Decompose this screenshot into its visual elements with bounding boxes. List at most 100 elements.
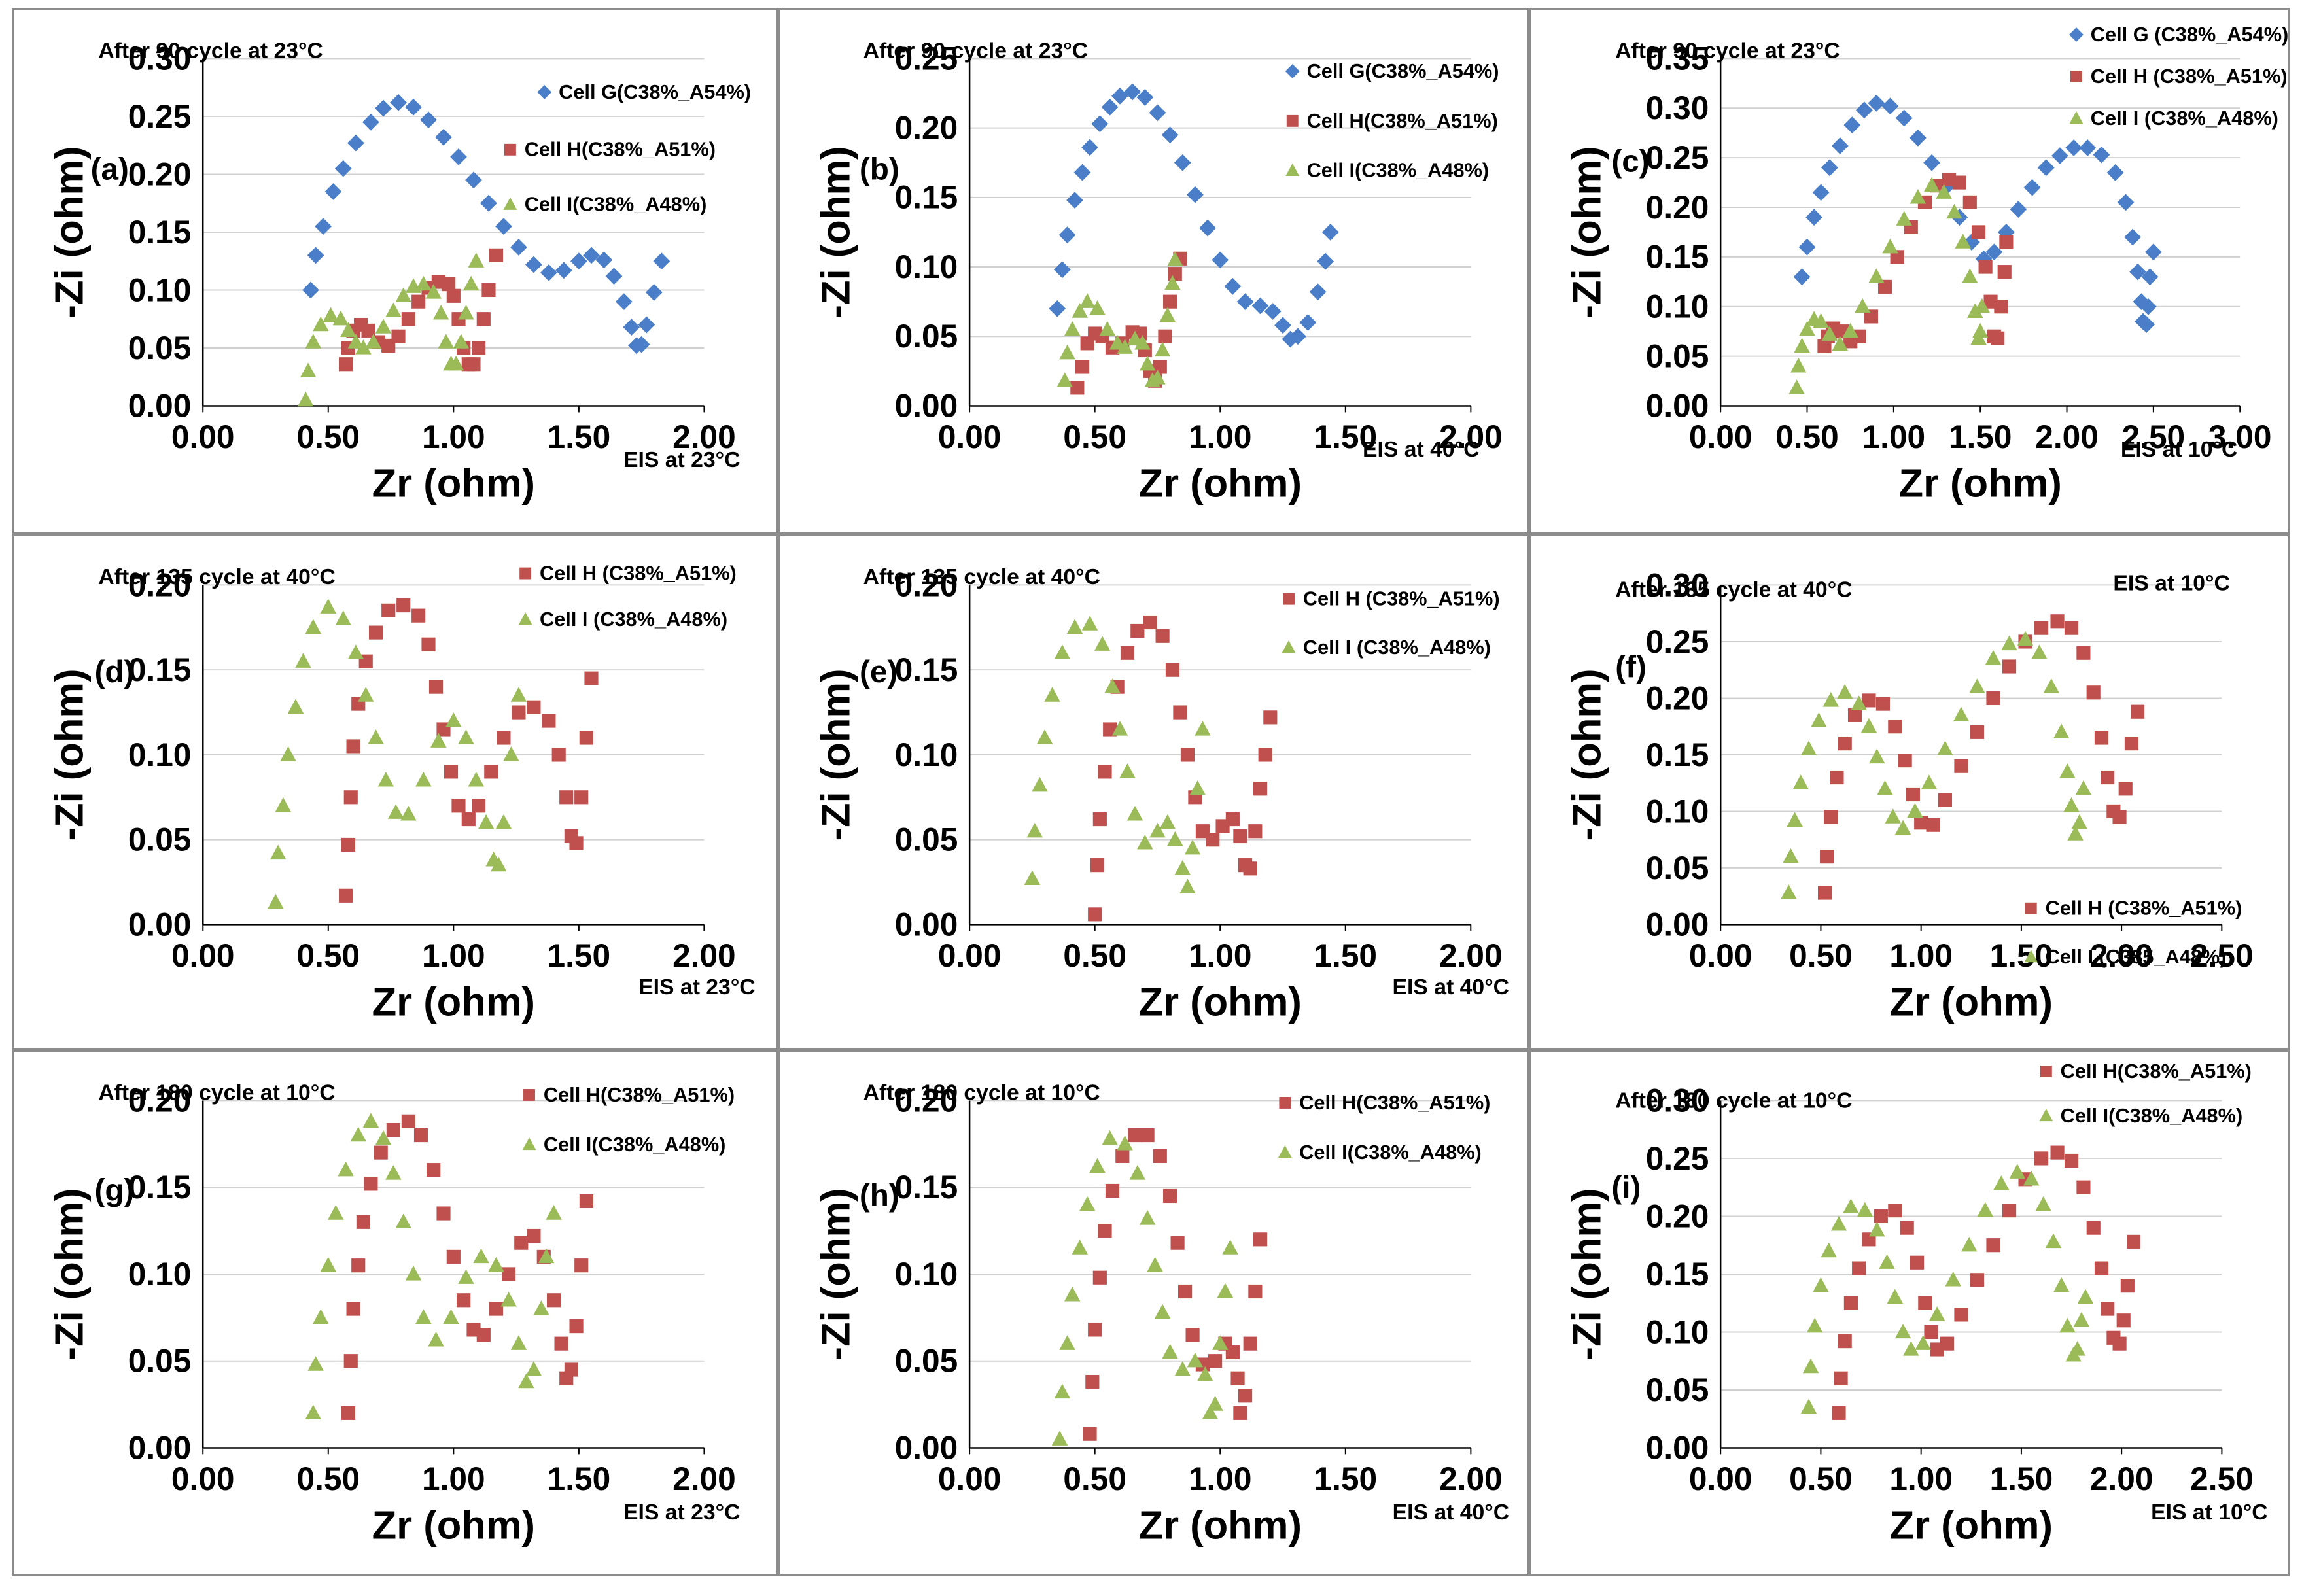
data-point [1945, 1271, 1961, 1287]
data-point [368, 729, 384, 744]
eis-condition: EIS at 40°C [1363, 437, 1480, 462]
x-tick-label: 2.50 [2122, 419, 2186, 455]
legend-marker [2070, 70, 2082, 82]
data-point [270, 844, 287, 860]
data-point [1874, 1209, 1888, 1224]
eis-condition: EIS at 40°C [1393, 1500, 1510, 1525]
data-point [2071, 814, 2088, 829]
data-point [1843, 1296, 1858, 1310]
data-point [1153, 1149, 1167, 1163]
y-tick-label: 0.05 [128, 822, 192, 858]
data-point [1208, 1354, 1223, 1368]
y-tick-label: 0.15 [1646, 737, 1709, 773]
data-point [1212, 1335, 1229, 1350]
y-tick-label: 0.20 [128, 566, 192, 603]
y-tick-label: 0.20 [1646, 1198, 1709, 1234]
y-axis-label: -Zi (ohm) [1565, 668, 1610, 841]
eis-condition: EIS at 10°C [2151, 1500, 2267, 1525]
legend-marker [2069, 111, 2084, 124]
x-tick-label: 1.00 [1189, 419, 1252, 455]
data-point [2002, 659, 2017, 674]
eis-condition: EIS at 23°C [638, 975, 756, 999]
x-tick-label: 1.00 [1889, 937, 1953, 974]
data-point [390, 94, 407, 111]
data-point [1103, 722, 1117, 737]
data-point [446, 288, 461, 303]
data-point [1195, 721, 1211, 736]
data-point [2112, 1336, 2127, 1351]
data-point [1051, 1431, 1068, 1446]
data-point [381, 603, 396, 617]
x-tick-label: 1.50 [548, 937, 611, 974]
data-point [2124, 228, 2142, 246]
data-point [2067, 825, 2084, 841]
data-point [1054, 644, 1071, 659]
x-tick-label: 0.00 [938, 419, 1002, 455]
x-tick-label: 2.50 [2190, 937, 2254, 974]
data-point [427, 1163, 441, 1177]
data-point [2131, 704, 2145, 719]
data-point [1174, 1361, 1191, 1376]
data-point [1900, 1221, 1914, 1235]
data-point [391, 329, 406, 343]
legend-label: Cell G(C38%_A54%) [559, 80, 751, 103]
x-tick-label: 1.50 [548, 1461, 611, 1497]
chart-title: After 135 cycle at 40°C [98, 564, 335, 589]
data-point [1794, 338, 1810, 353]
data-point [1032, 776, 1048, 792]
data-point [1158, 329, 1172, 343]
legend-label: Cell H(C38%_A51%) [2061, 1060, 2252, 1083]
data-point [1053, 261, 1071, 279]
data-point [1966, 303, 1983, 318]
data-point [1163, 1188, 1177, 1204]
data-point [1868, 1221, 1885, 1237]
y-tick-label: 0.00 [895, 1429, 958, 1466]
eis-condition: EIS at 23°C [623, 1500, 740, 1525]
data-point [1824, 810, 1838, 824]
chart-title: After 180 cycle at 10°C [98, 1081, 335, 1105]
x-tick-label: 1.00 [422, 937, 485, 974]
data-point [396, 598, 411, 613]
data-point [2053, 723, 2070, 739]
panel-letter: (g) [95, 1173, 135, 1208]
data-point [465, 171, 482, 189]
legend-marker [1285, 163, 1300, 176]
data-point [1199, 219, 1216, 237]
y-tick-label: 0.20 [895, 1082, 958, 1119]
data-point [1258, 748, 1272, 762]
legend-label: Cell H (C38%_A51%) [540, 561, 737, 584]
data-point [2077, 1289, 2094, 1304]
data-point [1253, 782, 1268, 796]
data-point [480, 194, 497, 212]
legend-label: Cell I (C38%_A48%) [1303, 636, 1491, 659]
data-point [574, 790, 589, 805]
data-point [2037, 159, 2055, 177]
y-axis-label: -Zi (ohm) [47, 146, 92, 318]
data-point [1233, 829, 1247, 844]
data-point [1161, 126, 1179, 144]
data-point [468, 771, 485, 787]
y-tick-label: 0.25 [1646, 139, 1709, 176]
eis-condition: EIS at 23°C [623, 447, 740, 472]
data-point [1064, 1286, 1081, 1302]
data-point [458, 304, 474, 320]
x-axis-label: Zr (ohm) [1890, 1502, 2053, 1548]
data-point [2050, 1145, 2065, 1160]
data-point [1910, 1255, 1925, 1270]
legend-marker [2040, 1066, 2052, 1077]
chart-panel-h: 0.00 0.05 0.10 0.15 0.20 0.00 0.50 1.00 1.50 2.00… [778, 1050, 1529, 1576]
data-point [2023, 1170, 2040, 1186]
data-point [1910, 129, 1927, 147]
legend-label: Cell I (C385_A48%) [2046, 945, 2227, 968]
legend-label: Cell H(C38%_A51%) [544, 1083, 735, 1106]
chart-svg: 0.00 0.05 0.10 0.15 0.20 0.00 0.50 1.00 1.50 2.00… [47, 561, 756, 1024]
data-point [1972, 322, 1989, 338]
data-point [1843, 1198, 1859, 1213]
data-point [443, 1309, 459, 1325]
legend-label: Cell G (C38%_A54%) [2091, 23, 2288, 46]
x-tick-label: 2.00 [2035, 419, 2099, 455]
legend-label: Cell I (C38%_A48%) [2091, 107, 2278, 130]
data-point [2079, 139, 2097, 156]
data-point [1088, 1323, 1102, 1337]
data-point [1185, 1328, 1200, 1342]
